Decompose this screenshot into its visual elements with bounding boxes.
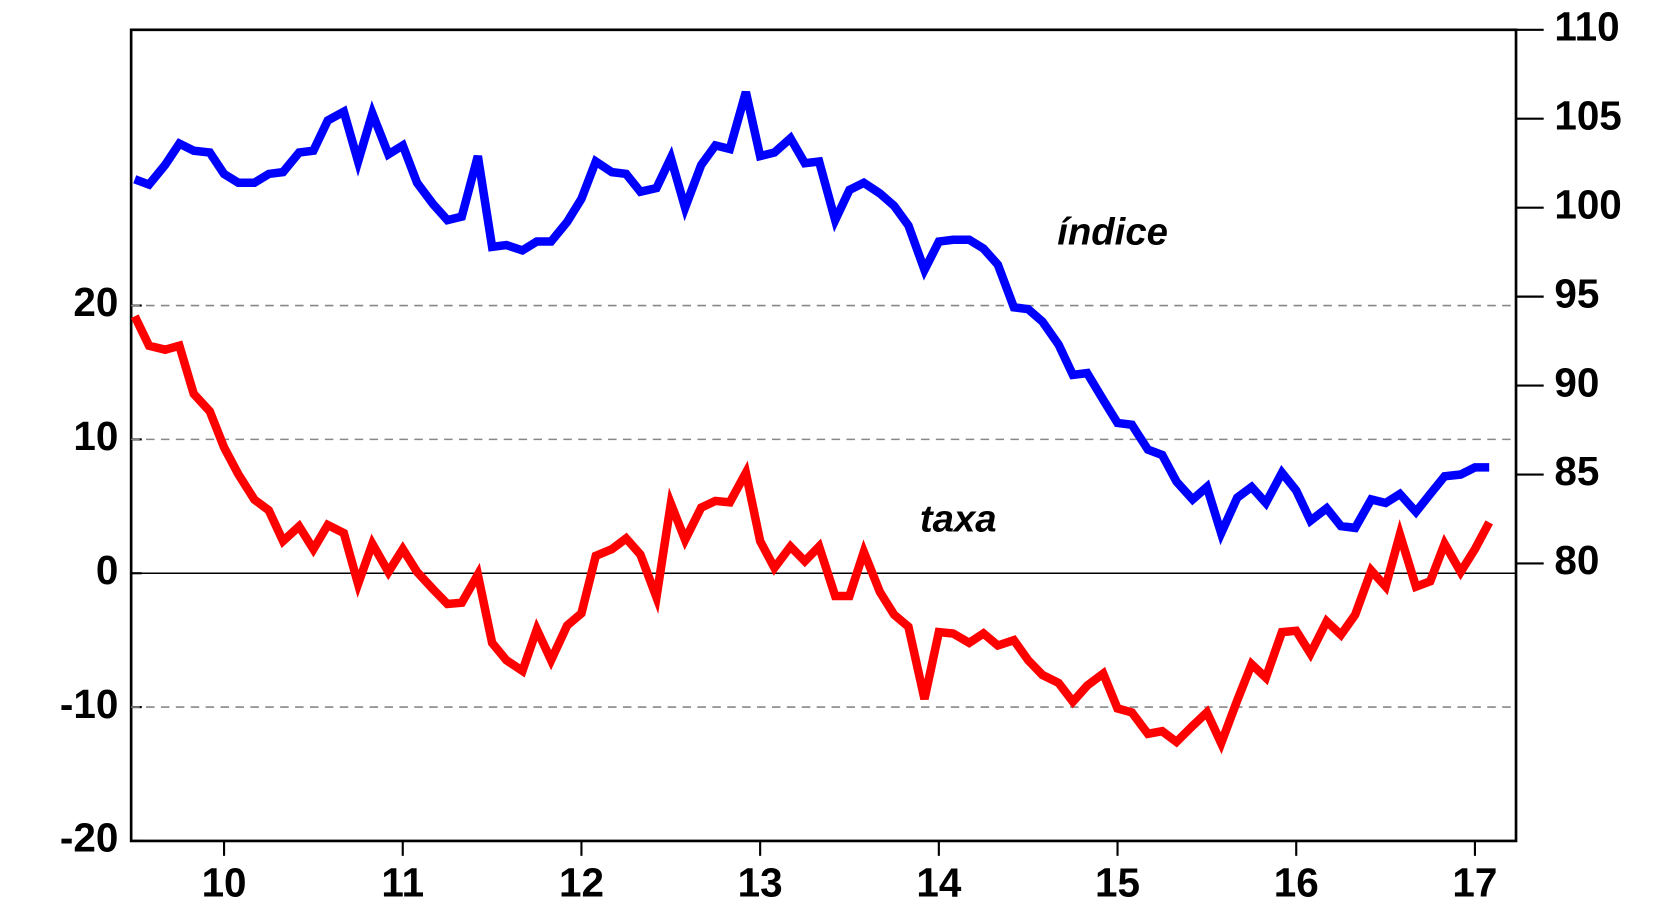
- x-tick-label: 10: [202, 859, 247, 905]
- x-tick-label: 14: [916, 859, 961, 905]
- y2-tick-label: 90: [1554, 359, 1599, 405]
- y-tick-label: 20: [73, 279, 118, 325]
- x-tick-label: 11: [381, 859, 424, 905]
- x-tick-label: 16: [1274, 859, 1319, 905]
- x-tick-label: 17: [1452, 859, 1497, 905]
- y2-tick-label: 80: [1554, 537, 1599, 583]
- x-tick-label: 13: [738, 859, 783, 905]
- series-line: [133, 90, 1490, 546]
- annotation: taxa: [920, 498, 997, 541]
- y-tick-label: 0: [96, 547, 119, 593]
- y-tick-label: -20: [60, 815, 118, 861]
- x-tick-label: 12: [559, 859, 604, 905]
- y2-tick-label: 110: [1554, 3, 1619, 49]
- series-line: [130, 314, 1493, 755]
- y-tick-label: 10: [73, 413, 118, 459]
- y2-tick-label: 85: [1554, 448, 1599, 494]
- annotation: índice: [1057, 210, 1168, 253]
- y2-tick-label: 105: [1554, 92, 1621, 138]
- y2-tick-label: 100: [1554, 181, 1621, 227]
- y2-tick-label: 95: [1554, 270, 1599, 316]
- plot-frame: [129, 28, 1518, 843]
- x-tick-label: 15: [1095, 859, 1140, 905]
- y-tick-label: -10: [60, 681, 118, 727]
